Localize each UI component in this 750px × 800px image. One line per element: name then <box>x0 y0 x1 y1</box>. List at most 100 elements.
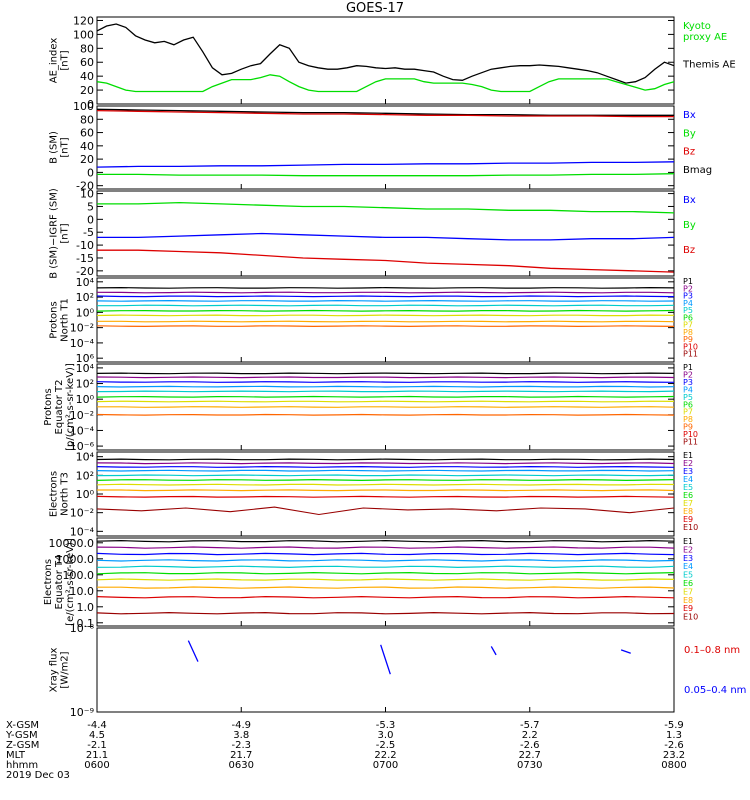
ytick-label-4-5: 10⁴ <box>76 362 95 375</box>
legend-7-1: 0.05–0.4 nm <box>684 685 746 696</box>
level-line-4-7 <box>97 406 675 408</box>
legend-3-7: P8 <box>683 328 693 337</box>
ytick-label-3-3: 10⁰ <box>76 306 95 319</box>
y-axis-label-6-2: [e/(cm²-s-sr-keV)] <box>65 538 76 626</box>
level-line-6-0 <box>96 539 675 543</box>
ytick-label-5-4: 10⁴ <box>76 451 95 464</box>
legend-5-6: E7 <box>683 499 693 508</box>
ytick-label-5-1: 10⁻² <box>70 507 94 520</box>
legend-6-9: E10 <box>683 613 698 622</box>
xaxis-value-1-2: 3.0 <box>378 730 394 741</box>
ytick-label-4-4: 10² <box>76 378 94 391</box>
ytick-label-1-5: 80 <box>80 113 94 126</box>
series-line-1-1 <box>96 109 674 118</box>
ytick-label-3-1: 10⁻⁴ <box>70 337 95 350</box>
legend-3-0: P1 <box>683 277 693 286</box>
legend-6-4: E5 <box>683 571 693 580</box>
legend-4-9: P10 <box>683 430 698 439</box>
legend-0-1: Themis AE <box>682 60 736 71</box>
legend-1-1: By <box>683 128 696 139</box>
legend-4-4: P5 <box>683 393 693 402</box>
legend-6-6: E7 <box>683 587 693 596</box>
noisy-line-5 <box>96 506 675 516</box>
xray-segment-1 <box>380 644 391 675</box>
ytick-label-2-1: -15 <box>76 252 94 265</box>
ytick-label-1-3: 40 <box>80 140 94 153</box>
level-line-3-2 <box>96 295 675 298</box>
xray-segment-2 <box>490 646 497 656</box>
xaxis-row-label-3: MLT <box>6 750 26 761</box>
xaxis-value-3-4: 23.2 <box>663 750 685 761</box>
ytick-label-4-2: 10⁻² <box>70 409 94 422</box>
xaxis-row-label-0: X-GSM <box>6 720 39 731</box>
xaxis-value-2-4: -2.6 <box>664 740 684 751</box>
legend-4-5: P6 <box>683 400 693 409</box>
legend-4-3: P4 <box>683 385 693 394</box>
ytick-label-2-0: -20 <box>76 265 94 278</box>
y-axis-label-5-1: North T3 <box>60 472 71 516</box>
legend-3-3: P4 <box>683 299 693 308</box>
legend-3-5: P6 <box>683 313 693 322</box>
legend-3-6: P7 <box>683 321 693 330</box>
legend-6-1: E2 <box>683 545 693 554</box>
legend-3-2: P3 <box>683 292 693 301</box>
legend-5-4: E5 <box>683 483 693 492</box>
ytick-label-0-0: 0 <box>87 98 94 111</box>
level-line-3-1 <box>96 291 675 294</box>
ytick-label-1-4: 60 <box>80 127 94 140</box>
legend-6-5: E6 <box>683 579 693 588</box>
legend-1-2: Bz <box>683 147 695 158</box>
legend-5-1: E2 <box>683 459 693 468</box>
panel-frame-1 <box>96 105 675 190</box>
level-line-3-7 <box>97 320 675 323</box>
level-line-6-9 <box>96 611 675 615</box>
ytick-label-2-3: -5 <box>83 226 94 239</box>
legend-0-0: proxy AE <box>683 32 727 43</box>
legend-6-8: E9 <box>683 604 693 613</box>
level-line-4-8 <box>96 413 675 416</box>
xaxis-value-0-3: -5.7 <box>520 720 540 731</box>
y-axis-label-3-0: Protons <box>49 301 60 338</box>
y-axis-label-6-0: Electrons <box>43 559 54 605</box>
legend-5-7: E8 <box>683 507 693 516</box>
level-line-6-6 <box>96 578 675 581</box>
level-line-5-6 <box>96 483 675 486</box>
level-line-4-2 <box>96 381 675 383</box>
xaxis-row-label-4: hhmm <box>6 760 38 771</box>
xaxis-value-4-0: 0600 <box>84 760 109 771</box>
ytick-label-2-4: 0 <box>87 213 94 226</box>
ytick-label-0-5: 100 <box>73 28 94 41</box>
series-line-2-1 <box>97 232 675 241</box>
legend-2-1: By <box>683 220 696 231</box>
ytick-label-1-0: -20 <box>76 180 94 193</box>
legend-6-2: E3 <box>683 554 693 563</box>
date-label: 2019 Dec 03 <box>6 770 70 781</box>
xaxis-row-label-1: Y-GSM <box>5 730 38 741</box>
legend-1-0: Bx <box>683 110 696 121</box>
panel-frame-5 <box>96 451 675 537</box>
ytick-label-1-1: 0 <box>87 166 94 179</box>
legend-5-8: E9 <box>683 515 693 524</box>
ytick-label-7-0: 10⁻⁹ <box>70 706 94 719</box>
level-line-3-3 <box>96 299 675 302</box>
panel-frame-7 <box>96 627 675 713</box>
legend-3-8: P9 <box>683 335 693 344</box>
y-axis-label-2-1: [nT] <box>60 223 71 243</box>
legend-3-10: P11 <box>683 350 698 359</box>
legend-6-0: E1 <box>683 537 693 546</box>
xaxis-value-1-0: 4.5 <box>89 730 105 741</box>
xaxis-value-0-2: -5.3 <box>376 720 396 731</box>
level-line-4-0 <box>96 372 675 375</box>
xaxis-value-2-0: -2.1 <box>87 740 107 751</box>
level-line-6-3 <box>96 559 675 562</box>
level-line-6-2 <box>96 552 675 556</box>
series-line-2-2 <box>97 249 675 273</box>
legend-2-0: Bx <box>683 195 696 206</box>
xaxis-value-4-2: 0700 <box>373 760 398 771</box>
y-axis-label-0-0: AE_index <box>49 38 60 84</box>
level-line-5-2 <box>96 465 675 468</box>
y-axis-label-7-0: Xray flux <box>49 648 60 693</box>
level-line-5-8 <box>96 495 675 498</box>
level-line-4-3 <box>96 385 675 388</box>
ytick-label-1-6: 100 <box>73 100 94 113</box>
